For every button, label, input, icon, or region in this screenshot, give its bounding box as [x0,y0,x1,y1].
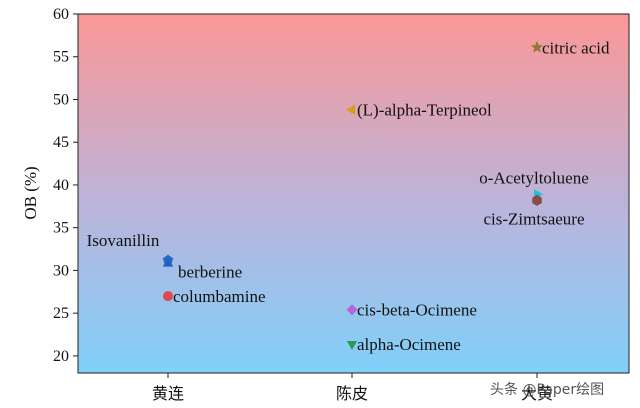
point-cis-beta-ocimene [346,304,358,316]
point-labels: Isovanillin berberine columbamine (L)-alpha… [87,38,610,354]
y-tick-label: 30 [53,262,69,279]
y-tick-label: 20 [53,348,69,365]
point-cis-zimtsaeure [532,194,542,206]
point-l-alpha-terpineol-label: (L)-alpha-Terpineol [357,101,492,120]
y-tick-label: 55 [53,49,69,66]
y-tick-label: 35 [53,220,69,237]
x-tick-label: 黄连 [152,385,184,403]
point-columbamine-label: columbamine [173,287,266,306]
point-berberine [162,257,174,267]
y-tick-label: 40 [53,177,69,194]
point-cis-zimtsaeure-label: cis-Zimtsaeure [483,209,584,228]
point-isovanillin-label: Isovanillin [87,231,160,250]
watermark: 头条 @Paper绘图 [490,381,604,398]
point-cis-beta-ocimene-label: cis-beta-Ocimene [357,301,477,320]
point-l-alpha-terpineol [346,104,355,115]
point-alpha-ocimene-label: alpha-Ocimene [357,335,461,354]
y-tick-label: 25 [53,305,69,322]
y-tick-label: 60 [53,6,69,23]
point-berberine-label: berberine [178,263,242,282]
y-tick-label: 45 [53,134,69,151]
point-alpha-ocimene [346,340,358,350]
point-citric-acid-label: citric acid [542,38,610,57]
point-citric-acid [530,40,544,53]
x-tick-label: 陈皮 [336,385,368,403]
y-tick-label: 50 [53,91,69,108]
x-tick-label: 大黄 [521,385,553,403]
point-columbamine [163,291,173,302]
point-o-acetyltoluene-label: o-Acetyltoluene [479,168,589,187]
axes: 20 25 30 35 40 45 50 55 60 黄连 陈皮 大黄 [53,6,553,403]
data-points [162,40,544,350]
plot-area [77,13,630,374]
y-axis-title: OB (%) [21,166,40,219]
